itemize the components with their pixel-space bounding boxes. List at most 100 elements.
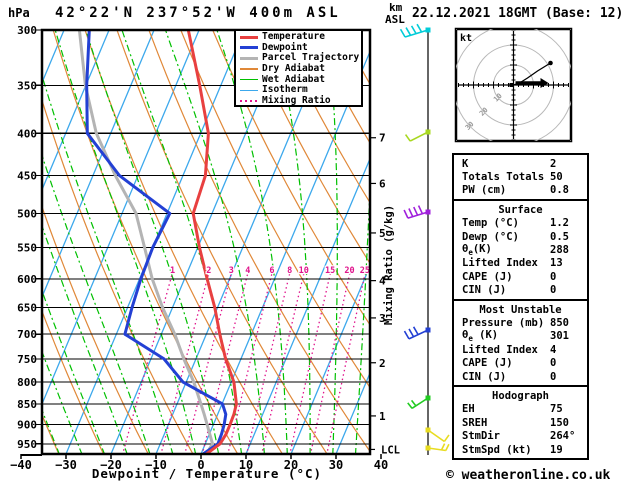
row-value: 1.2 [550, 217, 569, 230]
wind-barb-staff [399, 23, 450, 455]
wind-barb [399, 23, 431, 38]
svg-text:0: 0 [197, 458, 204, 472]
svg-text:300: 300 [17, 24, 37, 37]
wind-barb [425, 427, 450, 443]
svg-text:−40: −40 [10, 458, 32, 472]
table-row: θe(K) 288 [454, 243, 587, 258]
svg-text:4: 4 [379, 275, 386, 288]
svg-text:6: 6 [269, 266, 274, 276]
row-label: EH [462, 403, 475, 416]
table-row: Lifted Index 13 [454, 257, 587, 270]
row-label: CAPE (J) [462, 270, 513, 283]
svg-text:2: 2 [379, 357, 386, 370]
svg-text:10: 10 [239, 458, 253, 472]
svg-text:40: 40 [374, 458, 388, 472]
svg-text:−30: −30 [55, 458, 77, 472]
row-label: Totals Totals [462, 171, 545, 184]
row-label: Lifted Index [462, 343, 538, 356]
table-section-header: Most Unstable [479, 303, 562, 316]
wind-barb [425, 443, 450, 452]
legend-item: Dewpoint [240, 41, 361, 54]
table-row: θe (K) 301 [454, 329, 587, 344]
row-value: 13 [550, 257, 563, 270]
table-row: Lifted Index 4 [454, 343, 587, 356]
table-row: CIN (J) 0 [454, 284, 587, 297]
svg-text:3: 3 [229, 266, 234, 276]
row-label: Lifted Index [462, 257, 538, 270]
row-value: 0.5 [550, 230, 569, 243]
svg-text:25: 25 [360, 266, 370, 276]
legend-item-label: Mixing Ratio [262, 94, 331, 106]
svg-text:7: 7 [379, 132, 386, 145]
svg-text:30: 30 [329, 458, 343, 472]
pressure-axis-unit: hPa [8, 6, 30, 20]
svg-text:900: 900 [17, 418, 37, 431]
row-label: CAPE (J) [462, 357, 513, 370]
table-row: CAPE (J) 0 [454, 270, 587, 283]
svg-text:750: 750 [17, 353, 37, 366]
legend-item-label: Wet Adiabat [262, 73, 325, 85]
table-section-header: Hodograph [492, 389, 549, 402]
svg-text:400: 400 [17, 127, 37, 140]
table-row: StmDir 264° [454, 429, 587, 442]
legend-line-swatch [240, 100, 258, 102]
svg-text:−10: −10 [145, 458, 167, 472]
svg-text:15: 15 [325, 266, 335, 276]
table-row: StmSpd (kt) 19 [454, 443, 587, 456]
row-label: θe(K) [462, 243, 492, 258]
legend-item-label: Dewpoint [262, 41, 308, 53]
table-row: EH 75 [454, 403, 587, 416]
legend-item: Temperature [240, 32, 361, 43]
station-title: 42°22'N 237°52'W 400m ASL [55, 5, 341, 21]
svg-text:650: 650 [17, 302, 37, 315]
plot-border [40, 28, 372, 456]
row-label: Temp (°C) [462, 217, 519, 230]
row-value: 50 [550, 171, 563, 184]
row-label: StmSpd (kt) [462, 443, 532, 456]
legend: Temperature Dewpoint Parcel Trajectory Dry … [234, 29, 363, 107]
data-table: K 2 Totals Totals 50 PW (cm) 0.8 [452, 153, 589, 202]
mixing-ratio-lines [121, 272, 366, 454]
row-value: 2 [550, 157, 557, 170]
row-value: 0 [550, 270, 557, 283]
row-value: 0 [550, 370, 557, 383]
axes: 3003504004505005506006507007508008509009… [10, 24, 388, 481]
svg-text:550: 550 [17, 242, 37, 255]
table-row: PW (cm) 0.8 [454, 184, 587, 197]
svg-text:450: 450 [17, 170, 37, 183]
legend-item-label: Isotherm [262, 84, 308, 96]
table-row: CAPE (J) 0 [454, 356, 587, 369]
indices-tables: K 2 Totals Totals 50 PW (cm) 0.8 Surface Temp (… [452, 153, 589, 461]
svg-text:700: 700 [17, 328, 37, 341]
svg-text:950: 950 [17, 438, 37, 451]
row-label: K [462, 157, 469, 170]
svg-text:20: 20 [478, 106, 490, 118]
svg-text:−20: −20 [100, 458, 122, 472]
svg-text:1: 1 [170, 266, 175, 276]
table-row: Temp (°C) 1.2 [454, 217, 587, 230]
table-section-header: Surface [498, 203, 543, 216]
svg-text:850: 850 [17, 398, 37, 411]
row-label: Dewp (°C) [462, 230, 519, 243]
legend-item: Dry Adiabat [240, 64, 361, 75]
legend-item: Wet Adiabat [240, 74, 361, 85]
wind-barb [407, 395, 431, 410]
legend-line-swatch [240, 35, 258, 39]
row-label: StmDir [462, 430, 500, 443]
wind-barb [403, 326, 431, 340]
row-label: CIN (J) [462, 284, 507, 297]
row-label: CIN (J) [462, 370, 507, 383]
wind-barb [403, 205, 431, 219]
row-value: 0 [550, 357, 557, 370]
row-label: θe (K) [462, 329, 499, 344]
legend-line-swatch [240, 68, 258, 70]
row-label: SREH [462, 416, 488, 429]
svg-text:3: 3 [379, 312, 386, 325]
mixing-ratio-axis-label: Mixing Ratio (g/kg) [383, 205, 395, 325]
legend-line-swatch [240, 46, 258, 50]
table-row: CIN (J) 0 [454, 370, 587, 383]
copyright: © weatheronline.co.uk [446, 468, 611, 483]
